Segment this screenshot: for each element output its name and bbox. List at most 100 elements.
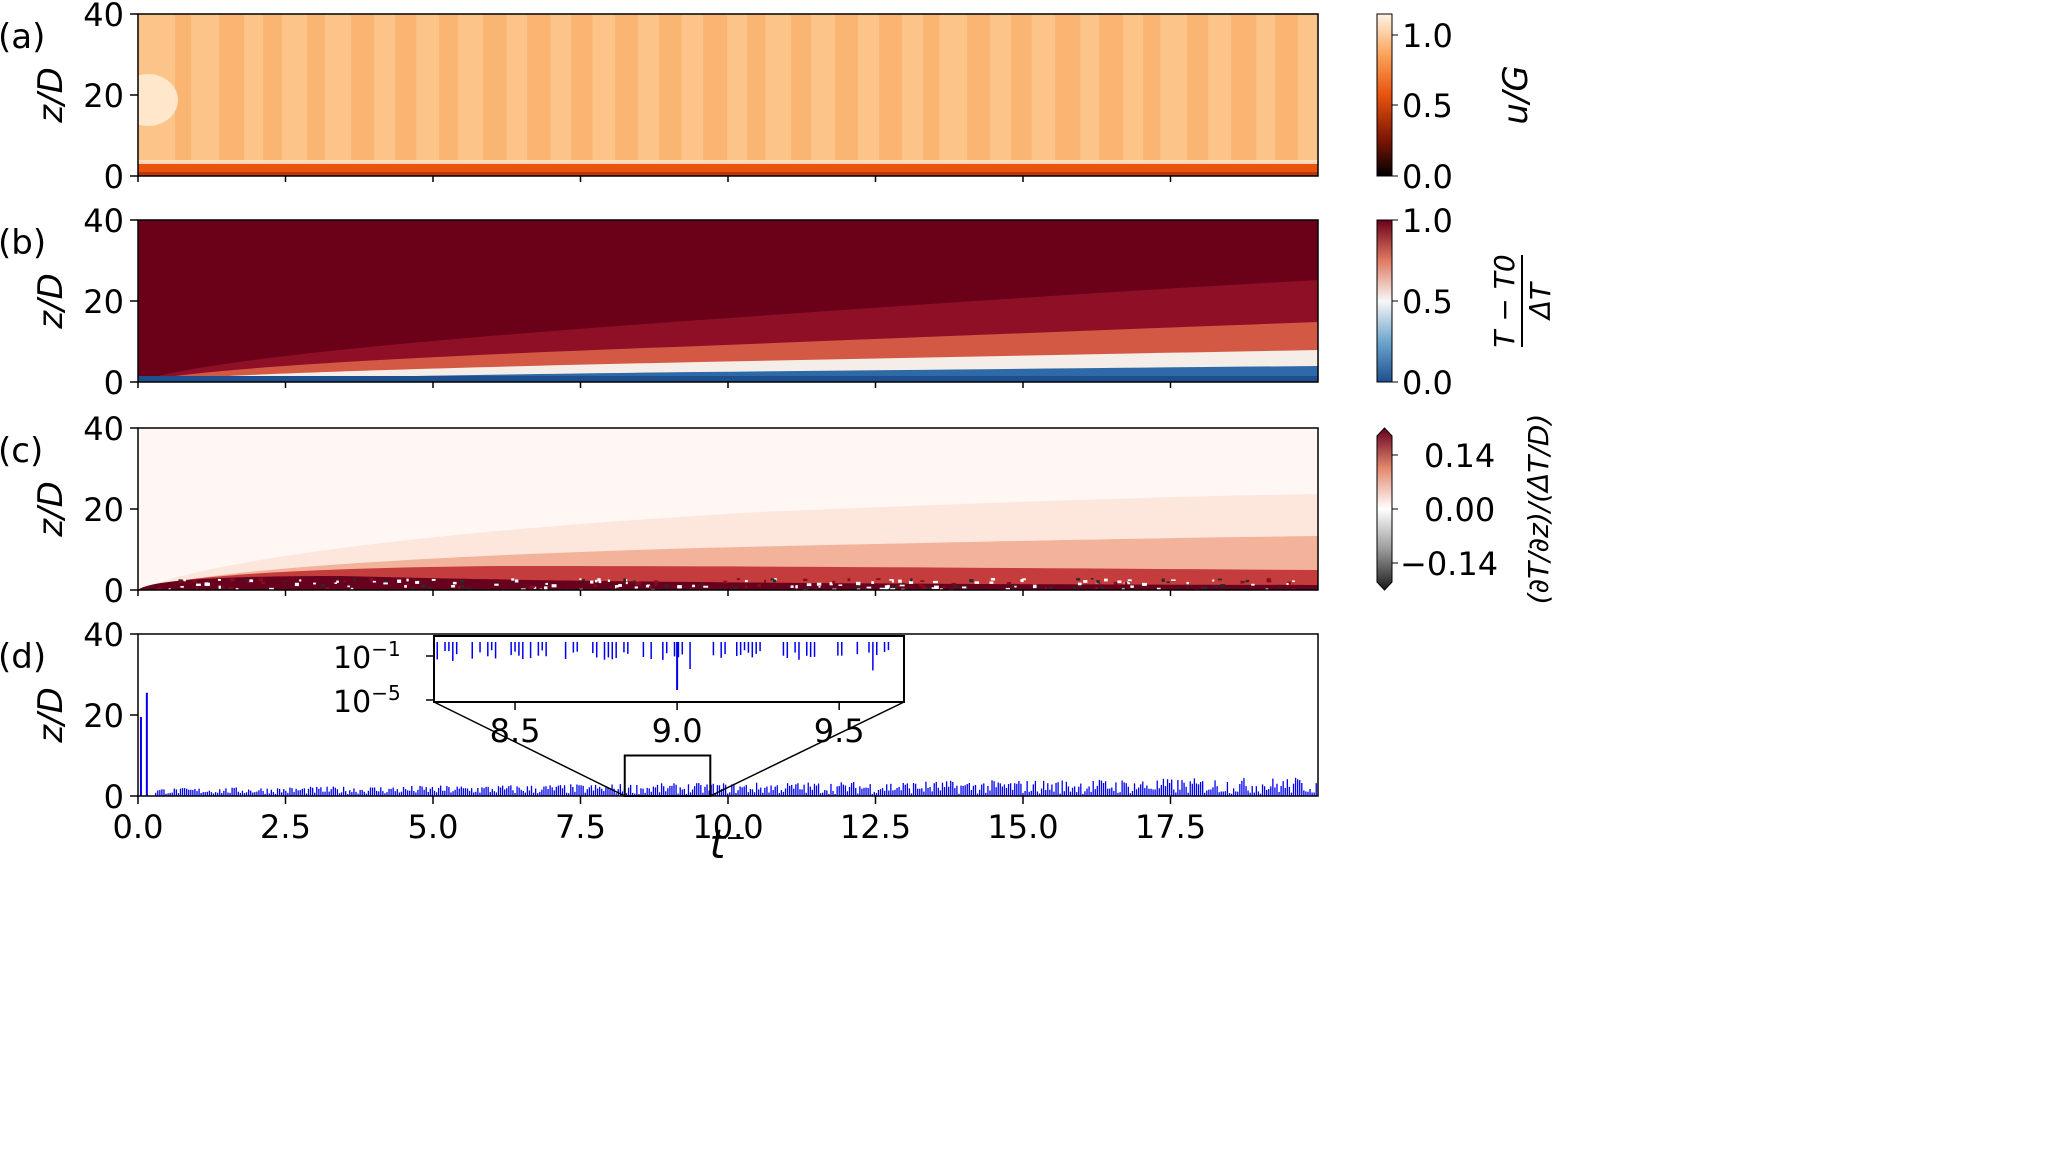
panel-c-speckle — [283, 580, 286, 583]
panel-c-speckle — [645, 585, 650, 588]
inset-x-tick-label: 9.0 — [652, 712, 703, 750]
panel-c-speckle — [757, 584, 761, 588]
panel-c-ylabel: z/D — [31, 481, 71, 537]
panel-a-stripes — [175, 14, 1298, 162]
x-tick-label: 17.5 — [1135, 808, 1206, 846]
panel-c-speckle — [529, 585, 533, 588]
panel-c-speckle — [249, 579, 254, 583]
panel-c-speckle — [321, 584, 325, 587]
inset-bars — [436, 642, 890, 690]
panel-c-speckle — [529, 586, 534, 590]
panel-a-stripe — [1011, 14, 1032, 162]
panel-a-stripe — [879, 14, 902, 162]
panel-c-speckle — [871, 581, 875, 584]
panel-c-speckle — [902, 582, 905, 585]
panel-c-speckle — [465, 587, 470, 590]
colorbar-b-tick: 0.0 — [1402, 364, 1453, 402]
panel-b: (b) 0 20 40 z/D 0.0 0.5 1.0 T − T0 ΔT — [0, 202, 1557, 402]
panel-c-speckle — [884, 585, 890, 589]
panel-c-speckle — [404, 584, 407, 588]
panel-c-speckle — [832, 580, 836, 584]
panel-c-speckle — [654, 583, 658, 586]
panel-c-speckle — [1266, 578, 1271, 582]
panel-c-speckle — [156, 587, 162, 590]
panel-c-speckle — [647, 585, 652, 589]
panel-c-speckle — [891, 579, 894, 583]
panel-c-speckle — [1049, 585, 1052, 590]
panel-c-speckle — [1014, 585, 1017, 588]
panel-c-speckle — [1220, 584, 1225, 588]
x-tick-label: 12.5 — [840, 808, 911, 846]
panel-c-speckle — [790, 585, 794, 588]
panel-a-yticks: 0 20 40 — [83, 0, 138, 196]
panel-c-speckle — [1032, 584, 1037, 589]
panel-c-speckle — [884, 587, 889, 590]
panel-c-speckle — [803, 578, 808, 582]
panel-c-speckle — [598, 580, 602, 584]
panel-a-initial-disturbance — [138, 74, 178, 126]
panel-a-stripe — [703, 14, 728, 162]
panel-c-speckle — [700, 582, 703, 586]
panel-c-speckle — [195, 583, 201, 586]
panel-c-speckle — [1095, 587, 1099, 590]
panel-c-speckle — [773, 579, 777, 583]
panel-c-speckle — [918, 584, 923, 587]
panel-c-speckle — [1090, 578, 1094, 580]
panel-c-speckle — [896, 584, 900, 588]
panel-c-speckle — [1156, 587, 1161, 590]
panel-c-speckle — [180, 585, 184, 588]
panel-c-speckle — [421, 584, 426, 588]
panel-c-speckle — [1292, 580, 1295, 583]
panel-c-speckle — [1287, 581, 1291, 585]
panel-c-speckle — [908, 580, 914, 584]
inset: 10−1 10−5 8.5 9.0 9.5 — [333, 635, 905, 750]
panel-c-speckle — [829, 582, 833, 586]
panel-c-speckle — [1292, 588, 1296, 590]
panel-c-speckle — [939, 588, 943, 590]
panel-c-speckle — [383, 580, 389, 584]
panel-c-speckle — [372, 580, 377, 583]
panel-c-speckle — [514, 579, 519, 583]
colorbar-a-tick: 0.0 — [1402, 158, 1453, 196]
panel-c-speckle — [1078, 584, 1082, 588]
panel-c-speckle — [410, 587, 416, 590]
panel-b-yticks: 0 20 40 — [83, 202, 138, 402]
panel-c-speckle — [899, 584, 905, 587]
panel-c-speckle — [494, 583, 499, 586]
panel-c-speckle — [736, 578, 741, 581]
panel-c-speckle — [336, 580, 339, 583]
panel-c-speckle — [1128, 581, 1131, 584]
colorbar-a-tick: 0.5 — [1402, 87, 1453, 125]
panel-c-speckle — [299, 579, 302, 582]
panel-c-speckle — [974, 581, 980, 584]
inset-ytick-label: 10−1 — [333, 637, 401, 676]
panel-c-speckle — [1045, 586, 1048, 590]
colorbar-a-tick: 1.0 — [1402, 17, 1453, 55]
panel-c-speckle — [1077, 582, 1082, 586]
panel-a-label: (a) — [0, 17, 45, 57]
panel-c-speckle — [1130, 585, 1134, 588]
panel-c-speckle — [866, 586, 872, 589]
panel-c-speckle — [1166, 581, 1170, 584]
panel-c-speckle — [1096, 580, 1100, 584]
panel-c-speckle — [618, 583, 622, 587]
panel-c-speckle — [431, 578, 436, 581]
panel-c-speckle — [269, 587, 274, 590]
colorbar-b-tick: 0.5 — [1402, 283, 1453, 321]
panel-c-speckle — [934, 585, 939, 590]
panel-c-speckle — [228, 587, 234, 590]
panel-b-ytick-label: 40 — [83, 202, 124, 240]
panel-c-colorbar: −0.14 0.00 0.14 (∂T/∂z)/(ΔT/D) — [1376, 414, 1555, 604]
panel-c-speckle — [1161, 578, 1165, 582]
panel-c-ytick-label: 0 — [104, 572, 124, 610]
panel-c-speckle — [235, 588, 239, 590]
panel-c-speckle — [634, 586, 638, 589]
panel-c-speckle — [531, 585, 535, 588]
colorbar-c-tick: 0.14 — [1424, 437, 1495, 475]
panel-a-stripe — [483, 14, 507, 162]
panel-c-speckle — [594, 579, 598, 583]
panel-a-stripe — [1099, 14, 1124, 162]
x-tick-label: 15.0 — [987, 808, 1058, 846]
panel-d: (d) 0 20 40 z/D 0.0 2.5 5.0 7.5 10.0 12.5 15.0… — [0, 176, 1319, 868]
panel-c-speckle — [511, 578, 515, 581]
